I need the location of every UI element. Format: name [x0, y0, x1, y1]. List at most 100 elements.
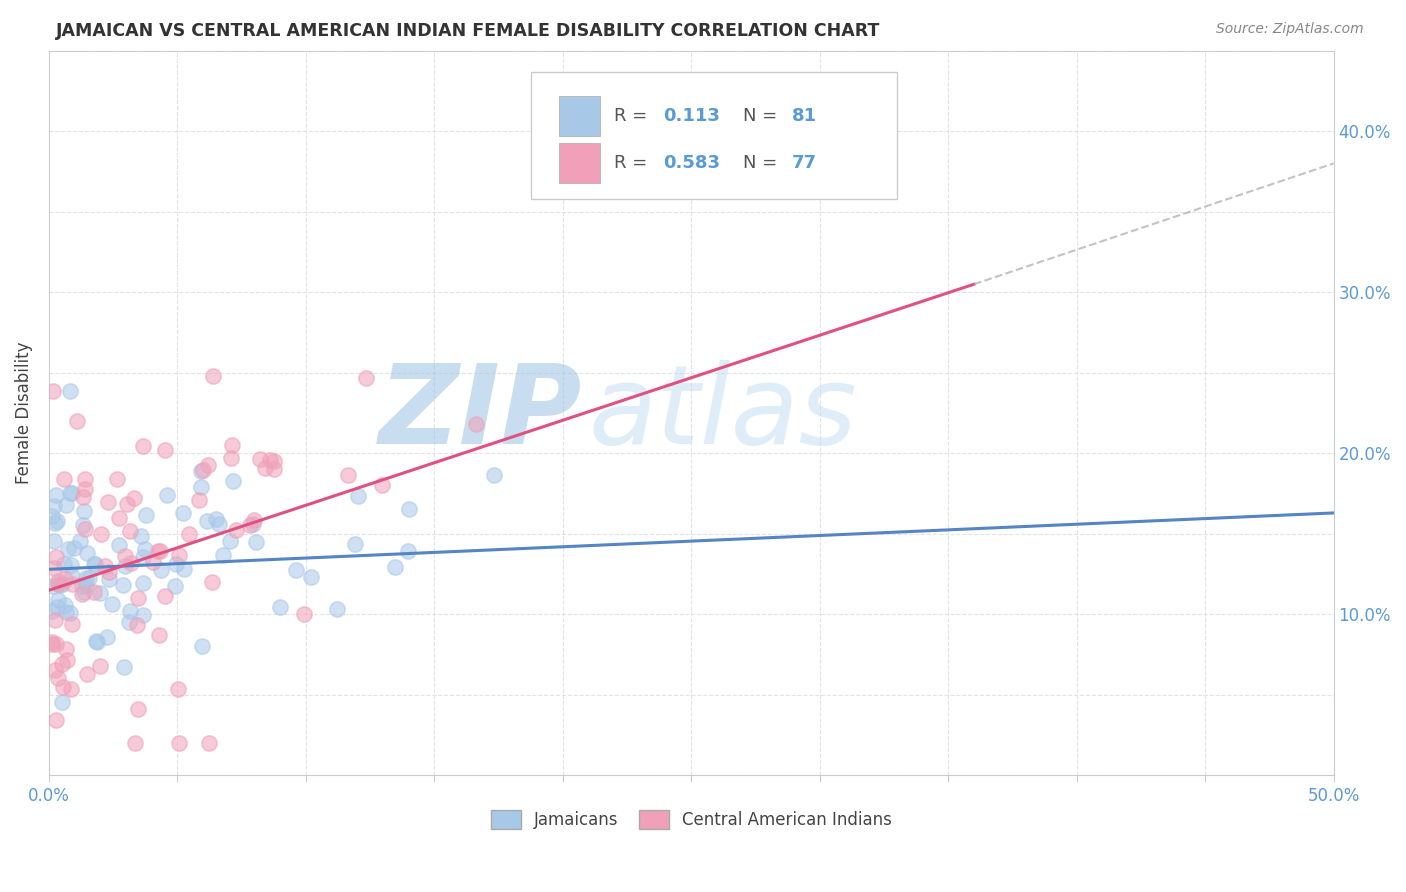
Point	[105, 472, 128, 486]
Point	[221, 474, 243, 488]
Point	[52, 680, 75, 694]
Point	[41, 634, 63, 648]
Point	[169, 548, 191, 562]
Point	[120, 557, 142, 571]
Y-axis label: Female Disability: Female Disability	[15, 342, 32, 484]
Point	[60, 617, 83, 632]
Point	[347, 489, 370, 503]
Point	[51, 577, 73, 591]
Point	[253, 461, 276, 475]
Point	[53, 599, 76, 613]
Text: Source: ZipAtlas.com: Source: ZipAtlas.com	[1216, 22, 1364, 37]
Point	[156, 488, 179, 502]
Point	[201, 574, 224, 589]
Point	[59, 682, 82, 697]
Point	[118, 524, 141, 538]
FancyBboxPatch shape	[560, 96, 600, 136]
Point	[66, 414, 89, 428]
Point	[120, 604, 142, 618]
Text: 81: 81	[792, 107, 817, 125]
Point	[132, 576, 155, 591]
Point	[167, 736, 190, 750]
Point	[384, 559, 406, 574]
Point	[127, 702, 149, 716]
Point	[172, 506, 194, 520]
Point	[259, 453, 281, 467]
Point	[219, 533, 242, 548]
Point	[45, 600, 67, 615]
Point	[211, 548, 233, 562]
Point	[97, 572, 120, 586]
Point	[326, 601, 349, 615]
FancyBboxPatch shape	[560, 143, 600, 183]
Point	[153, 589, 176, 603]
Point	[41, 579, 63, 593]
Point	[84, 634, 107, 648]
Point	[115, 497, 138, 511]
Point	[165, 558, 187, 572]
Point	[299, 570, 322, 584]
Point	[70, 587, 93, 601]
Point	[112, 660, 135, 674]
Point	[46, 574, 69, 588]
Point	[42, 534, 65, 549]
Text: atlas: atlas	[589, 359, 858, 467]
Point	[221, 437, 243, 451]
Point	[177, 527, 200, 541]
Point	[208, 516, 231, 531]
Point	[96, 630, 118, 644]
Point	[173, 562, 195, 576]
Point	[59, 606, 82, 620]
Point	[62, 541, 84, 555]
Point	[55, 641, 77, 656]
Text: JAMAICAN VS CENTRAL AMERICAN INDIAN FEMALE DISABILITY CORRELATION CHART: JAMAICAN VS CENTRAL AMERICAN INDIAN FEMA…	[56, 22, 880, 40]
Text: 77: 77	[792, 154, 817, 172]
Point	[60, 569, 83, 583]
Point	[52, 472, 75, 486]
Point	[146, 544, 169, 558]
Point	[204, 512, 226, 526]
Point	[73, 471, 96, 485]
Point	[149, 563, 172, 577]
Point	[55, 652, 77, 666]
Legend: Jamaicans, Central American Indians: Jamaicans, Central American Indians	[484, 804, 898, 836]
Text: 0.113: 0.113	[664, 107, 720, 125]
Point	[44, 613, 66, 627]
Point	[396, 544, 419, 558]
Point	[48, 577, 70, 591]
Point	[193, 463, 215, 477]
Point	[190, 465, 212, 479]
Text: N =: N =	[742, 107, 783, 125]
Point	[225, 524, 247, 538]
Point	[76, 666, 98, 681]
Point	[149, 544, 172, 558]
Point	[100, 597, 122, 611]
Point	[60, 558, 83, 572]
Point	[44, 560, 66, 574]
Point	[263, 454, 285, 468]
Point	[41, 508, 63, 523]
Point	[239, 517, 262, 532]
Point	[129, 529, 152, 543]
Point	[112, 578, 135, 592]
Point	[58, 384, 80, 399]
Point	[83, 558, 105, 572]
Point	[45, 713, 67, 727]
Point	[284, 563, 307, 577]
Point	[188, 493, 211, 508]
Point	[98, 565, 121, 579]
Point	[165, 579, 187, 593]
Point	[76, 546, 98, 560]
Point	[219, 451, 242, 466]
Point	[108, 538, 131, 552]
Point	[167, 681, 190, 696]
Point	[337, 468, 360, 483]
Point	[56, 542, 79, 557]
Point	[107, 510, 129, 524]
Text: N =: N =	[742, 154, 783, 172]
Point	[263, 462, 285, 476]
Point	[72, 491, 94, 505]
Point	[195, 514, 218, 528]
Point	[197, 458, 219, 472]
Point	[201, 368, 224, 383]
